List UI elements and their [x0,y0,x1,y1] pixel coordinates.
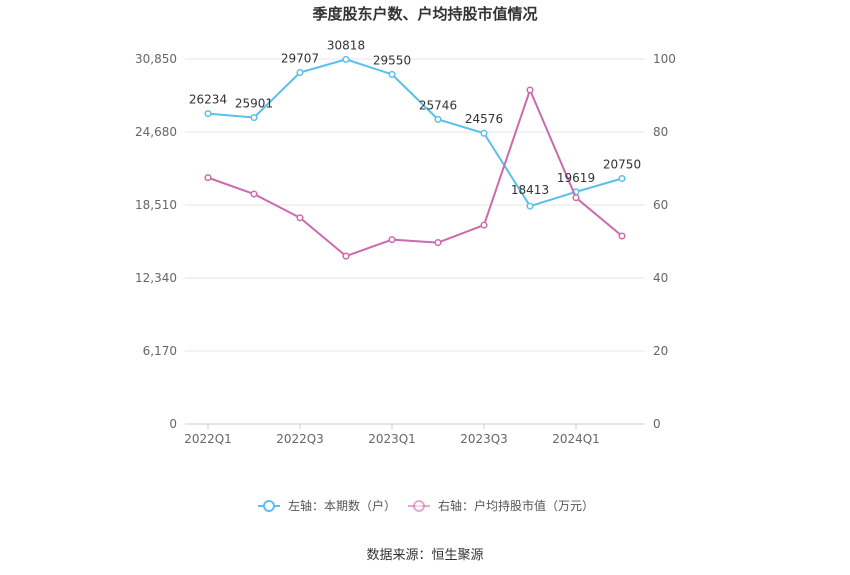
series-1-point [342,55,350,63]
series-1-point [296,68,304,77]
series-2-point [526,86,534,94]
series-2-point [342,252,350,260]
series-1-point [250,114,258,122]
x-tick-label: 2024Q1 [552,432,600,446]
data-label: 25746 [419,98,457,112]
series-1-line [207,58,623,208]
data-label: 26234 [189,93,227,107]
source-note: 数据来源：恒生聚源 [366,548,483,563]
data-label: 18413 [511,183,549,197]
y-right-tick: 60 [653,198,668,212]
legend-item-2[interactable]: 右轴：户均持股市值（万元） [408,498,594,513]
data-label: 30818 [327,38,365,52]
series-2-point [388,236,396,244]
series-1-point [480,129,488,137]
series-1-point [526,202,534,210]
y-left-tick: 30,850 [135,52,177,66]
y-right-tick: 100 [653,52,676,66]
x-tick-label: 2022Q3 [276,432,324,446]
chart-title: 季度股东户数、户均持股市值情况 [312,5,537,23]
y-right-tick: 80 [653,125,668,139]
x-tick-label: 2023Q3 [460,432,508,446]
data-label: 25901 [235,97,273,111]
data-label: 19619 [557,171,595,185]
x-tick-label: 2023Q1 [368,432,416,446]
data-label: 29550 [373,53,411,67]
y-axis-right: 0 20 40 60 80 100 [653,52,676,431]
series-2-point [572,194,580,202]
series-2-point [434,239,442,247]
series-2-point [618,232,626,240]
y-right-tick: 40 [653,271,668,285]
series-1-point [204,110,212,118]
grid [185,58,645,352]
series-1-point [618,174,626,183]
y-left-tick: 0 [169,417,177,431]
series-1-point [434,115,442,123]
series-2-point [204,174,212,182]
series-2-point [250,190,258,198]
x-axis: 2022Q1 2022Q3 2023Q1 2023Q3 2024Q1 [184,423,645,446]
legend[interactable]: 左轴：本期数（户） 右轴：户均持股市值（万元） [258,498,594,513]
y-left-tick: 18,510 [135,198,177,212]
y-left-tick: 12,340 [135,271,177,285]
legend-label: 左轴：本期数（户） [288,498,396,513]
data-label: 29707 [281,52,319,66]
series-2-point [480,221,488,229]
y-right-tick: 20 [653,344,668,358]
legend-item-1[interactable]: 左轴：本期数（户） [258,498,396,513]
legend-label: 右轴：户均持股市值（万元） [438,498,594,513]
data-label: 20750 [603,157,641,171]
data-label: 24576 [465,112,503,126]
legend-swatch-marker [413,500,425,512]
data-labels: 26234 25901 29707 30818 29550 25746 24576 18413… [189,38,641,197]
series-2-line [207,89,623,258]
series-1-point [388,70,396,78]
y-left-tick: 6,170 [143,344,177,358]
series-2-point [296,214,304,222]
series-layer [204,55,626,260]
legend-swatch-marker [263,500,275,512]
x-tick-label: 2022Q1 [184,432,232,446]
y-left-tick: 24,680 [135,125,177,139]
y-right-tick: 0 [653,417,661,431]
y-axis-left: 0 6,170 12,340 18,510 24,680 30,850 [135,52,177,431]
